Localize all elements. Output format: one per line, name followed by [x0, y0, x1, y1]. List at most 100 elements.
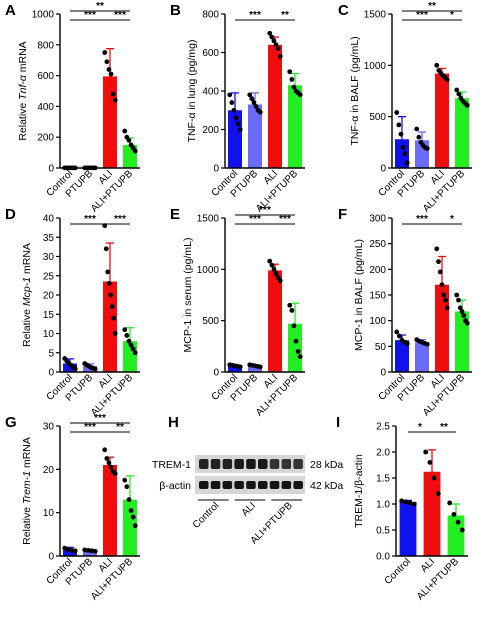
data-point: [464, 102, 470, 108]
blot-band: [234, 481, 244, 489]
data-point: [464, 320, 470, 326]
panel-f: F 0 50 100 150 200 250 300 MCP-1 in BALF (pg/mL)…: [338, 206, 472, 418]
data-point: [291, 84, 297, 90]
y-axis-label-part: MCP-1 in serum (pg/mL): [182, 238, 194, 353]
y-tick-label: 20: [43, 291, 55, 302]
data-point: [287, 302, 293, 308]
data-point: [424, 146, 430, 151]
data-point: [435, 491, 441, 496]
data-point: [102, 447, 108, 453]
data-point: [277, 278, 283, 284]
significance-label: ***: [114, 214, 126, 225]
data-point: [394, 110, 400, 115]
y-axis-label: MCP-1 in BALF (pg/mL): [353, 239, 365, 351]
data-point: [124, 333, 130, 338]
y-tick-label: 10: [43, 508, 55, 519]
y-axis-label-part: TNF-α in BALF (pg/mL): [349, 36, 361, 145]
data-point: [451, 512, 457, 517]
panel-label: G: [5, 414, 17, 431]
data-point: [411, 501, 417, 507]
data-point: [399, 498, 405, 504]
data-point: [229, 100, 235, 105]
data-point: [436, 259, 441, 265]
blot-band: [199, 481, 209, 489]
blot-band: [234, 459, 244, 469]
panel-label: H: [168, 414, 179, 431]
bar: [83, 550, 97, 556]
data-point: [257, 109, 263, 115]
data-point: [132, 148, 138, 154]
blot-row-label: TREM-1: [152, 459, 191, 471]
data-point: [394, 329, 400, 335]
y-axis-label-part: TREM-1/β-actin: [353, 454, 365, 528]
data-point: [267, 258, 273, 264]
data-point: [431, 475, 437, 481]
significance-label: **: [96, 1, 104, 12]
data-point: [297, 354, 303, 359]
data-point: [275, 46, 281, 52]
x-tick-label: ALI: [419, 556, 437, 574]
significance-label: ***: [416, 214, 428, 225]
data-point: [407, 500, 413, 506]
data-point: [130, 346, 136, 352]
bar: [228, 365, 242, 372]
data-point: [400, 145, 406, 150]
data-point: [112, 331, 118, 336]
data-point: [108, 292, 114, 298]
blot-band: [281, 459, 292, 469]
bar: [288, 85, 302, 168]
y-axis-label: TNF-α in lung (pg/mg): [186, 40, 198, 143]
data-point: [439, 282, 445, 288]
blot-band: [281, 481, 292, 489]
data-point: [444, 77, 450, 83]
significance-label: ***: [279, 214, 291, 225]
data-point: [404, 160, 410, 166]
data-point: [132, 523, 138, 529]
bar: [248, 365, 262, 372]
data-point: [106, 281, 112, 286]
data-point: [424, 341, 430, 347]
y-axis-label-part: mRNA: [21, 437, 33, 471]
data-point: [231, 107, 237, 113]
data-point: [269, 34, 275, 40]
data-point: [273, 271, 279, 276]
y-tick-label: 25: [43, 271, 55, 282]
y-tick-label: 600: [37, 71, 54, 82]
blot-band: [269, 459, 280, 469]
y-tick-label: 1.0: [376, 500, 390, 511]
data-point: [247, 92, 253, 98]
blot-band: [246, 481, 256, 489]
data-point: [122, 477, 128, 483]
data-point: [111, 315, 117, 321]
panel-i: I0.00.51.01.52.02.5TREM-1/β-actinControl…: [336, 414, 468, 602]
data-point: [92, 548, 98, 554]
bar: [103, 281, 117, 372]
y-axis-label: TNF-α in BALF (pg/mL): [349, 36, 361, 145]
significance-label: *: [450, 10, 454, 21]
y-axis-label-part: Relative: [21, 306, 33, 347]
y-tick-label: 400: [37, 102, 54, 113]
panel-label: C: [338, 2, 349, 19]
data-point: [291, 323, 297, 329]
data-point: [108, 464, 114, 470]
data-point: [109, 304, 115, 309]
panel-label: E: [170, 206, 180, 223]
data-point: [249, 96, 255, 102]
data-point: [289, 308, 295, 313]
data-point: [105, 269, 111, 275]
significance-label: **: [281, 10, 289, 21]
y-axis-label: TREM-1/β-actin: [353, 454, 365, 528]
y-tick-label: 600: [202, 48, 219, 59]
data-point: [269, 262, 275, 268]
significance-label: **: [428, 1, 436, 12]
y-tick-label: 200: [202, 125, 219, 136]
data-point: [237, 364, 243, 370]
y-tick-label: 500: [369, 112, 386, 123]
y-tick-label: 1000: [364, 61, 387, 72]
bar: [395, 340, 409, 372]
blot-band: [222, 459, 233, 469]
data-point: [396, 333, 402, 339]
y-axis-label: MCP-1 in serum (pg/mL): [182, 238, 194, 353]
y-axis-label-part: mRNA: [17, 41, 29, 75]
blot-row-label: β-actin: [159, 480, 191, 492]
